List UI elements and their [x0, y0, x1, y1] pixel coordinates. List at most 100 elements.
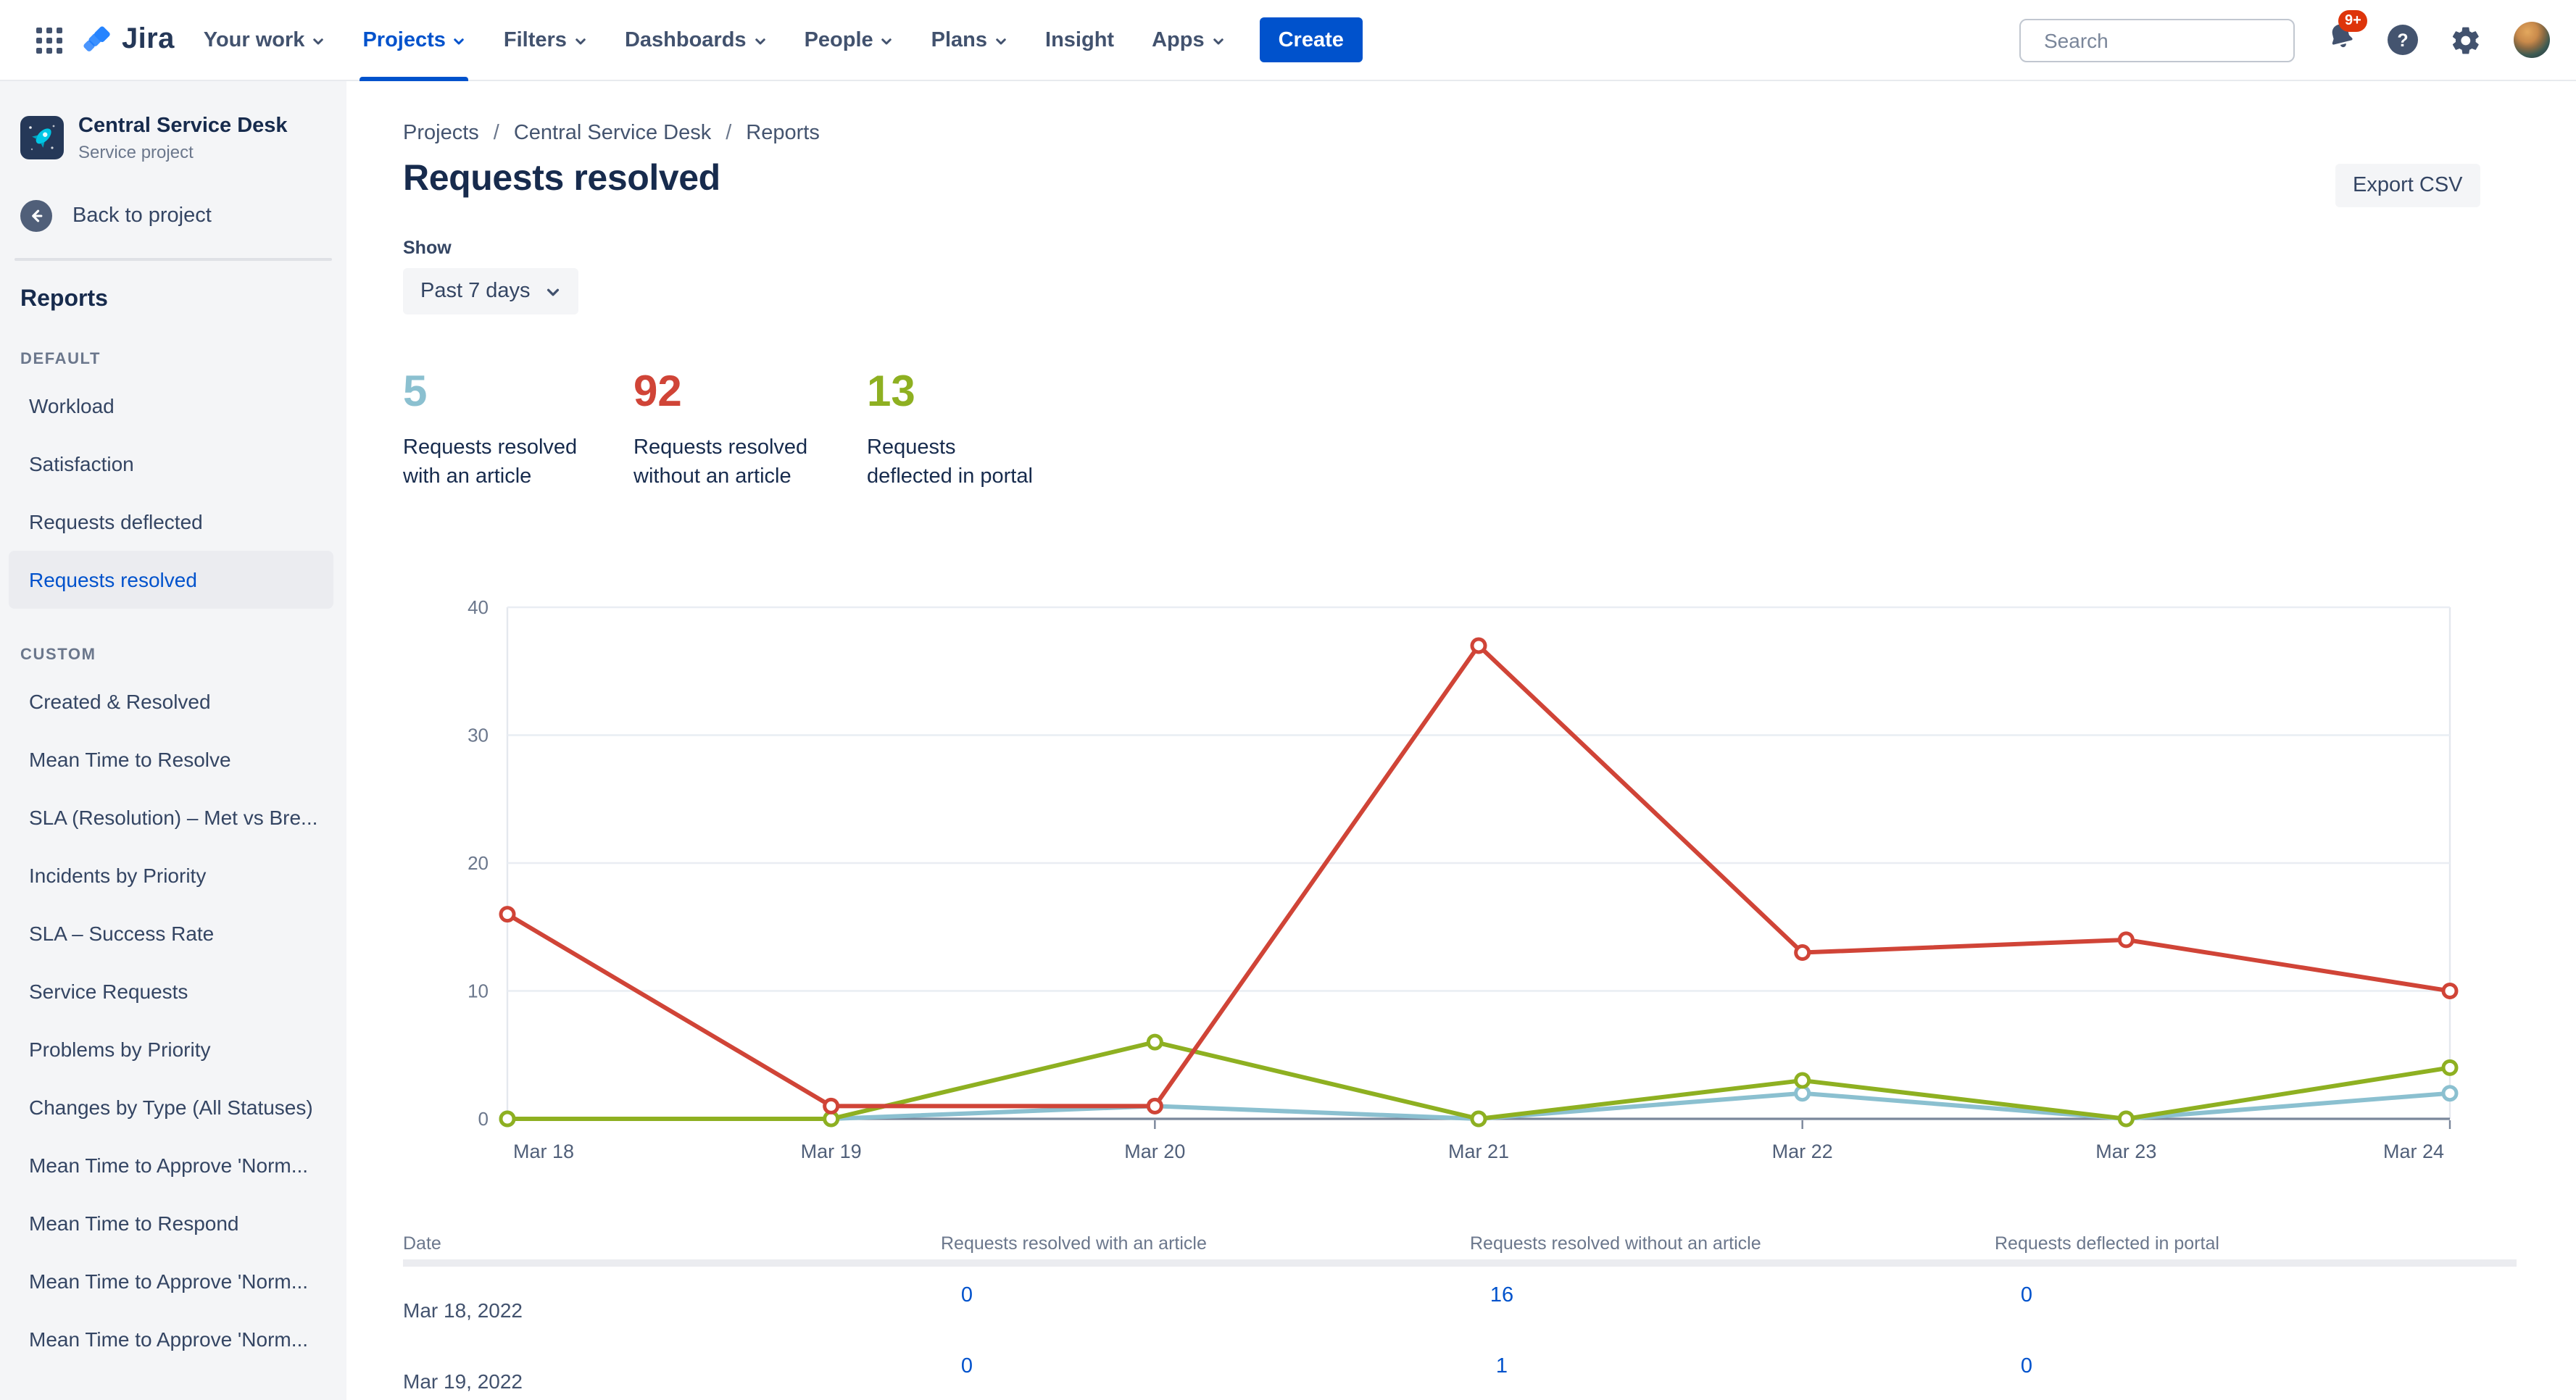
user-avatar[interactable]	[2514, 22, 2550, 58]
export-csv-button[interactable]: Export CSV	[2335, 164, 2480, 207]
table-cell-value[interactable]: 16	[1489, 1284, 1514, 1307]
breadcrumb-separator: /	[493, 122, 499, 145]
app-switcher-icon	[36, 27, 62, 53]
nav-item-insight[interactable]: Insight	[1045, 0, 1114, 80]
nav-item-label: Dashboards	[624, 28, 747, 51]
stat-value: 13	[867, 368, 915, 416]
chevron-down-icon	[996, 38, 1006, 45]
sidebar-item-incidents-by-priority[interactable]: Incidents by Priority	[29, 864, 207, 887]
back-to-project-button[interactable]: Back to project	[0, 200, 346, 232]
sidebar-item-requests-deflected[interactable]: Requests deflected	[29, 510, 203, 533]
sidebar-item-created-resolved[interactable]: Created & Resolved	[29, 690, 211, 713]
project-name: Central Service Desk	[78, 114, 288, 138]
sidebar-item-mean-time-to-approve-norm[interactable]: Mean Time to Approve 'Norm...	[29, 1328, 309, 1351]
chevron-down-icon	[313, 38, 324, 45]
chevron-down-icon	[881, 38, 892, 45]
sidebar-item-requests-resolved[interactable]: Requests resolved	[9, 551, 333, 609]
svg-text:Mar 24: Mar 24	[2383, 1141, 2444, 1162]
nav-item-label: People	[804, 28, 873, 51]
chevron-down-icon	[454, 38, 465, 45]
search-input[interactable]	[2044, 28, 2306, 51]
nav-item-dashboards[interactable]: Dashboards	[625, 0, 767, 80]
table-cell-value[interactable]: 1	[1495, 1355, 1508, 1378]
svg-text:40: 40	[468, 596, 489, 618]
nav-item-filters[interactable]: Filters	[504, 0, 587, 80]
table-cell-value[interactable]: 0	[960, 1284, 973, 1307]
table-header-requests-resolved-with-an-article: Requests resolved with an article	[941, 1233, 1207, 1254]
table-header-date: Date	[403, 1233, 441, 1254]
sidebar-item-sla-resolution-met-vs-bre[interactable]: SLA (Resolution) – Met vs Bre...	[29, 806, 318, 829]
breadcrumb-link-central-service-desk[interactable]: Central Service Desk	[513, 122, 712, 145]
sidebar-item-mean-time-to-approve-norm[interactable]: Mean Time to Approve 'Norm...	[29, 1154, 309, 1177]
nav-item-your-work[interactable]: Your work	[204, 0, 325, 80]
sidebar-item-mean-time-to-respond[interactable]: Mean Time to Respond	[29, 1212, 239, 1235]
stat-requests-deflected-in-portal: 13 Requests deflected in portal	[867, 368, 1092, 491]
sidebar-item-satisfaction[interactable]: Satisfaction	[29, 452, 134, 475]
sidebar-section-title: Reports	[20, 287, 108, 312]
create-button[interactable]: Create	[1259, 17, 1363, 62]
nav-item-plans[interactable]: Plans	[931, 0, 1007, 80]
svg-text:Mar 22: Mar 22	[1772, 1141, 1833, 1162]
page-title: Requests resolved	[403, 158, 720, 199]
sidebar-item-sla-success-rate[interactable]: SLA – Success Rate	[29, 922, 215, 945]
table-header-divider	[403, 1259, 2517, 1267]
stat-label: Requests resolved without an article	[633, 436, 808, 488]
nav-item-apps[interactable]: Apps	[1152, 0, 1225, 80]
back-label: Back to project	[72, 204, 212, 228]
table-cell-value[interactable]: 0	[960, 1355, 973, 1378]
sidebar: Central Service Desk Service project Bac…	[0, 81, 346, 1400]
table-cell-value[interactable]: 0	[2020, 1355, 2033, 1378]
breadcrumb-separator: /	[726, 122, 732, 145]
svg-text:Mar 20: Mar 20	[1124, 1141, 1185, 1162]
nav-item-people[interactable]: People	[805, 0, 894, 80]
jira-logo-icon	[83, 25, 110, 51]
sidebar-item-problems-by-priority[interactable]: Problems by Priority	[29, 1038, 211, 1061]
period-value: Past 7 days	[420, 280, 531, 303]
search-box	[2019, 18, 2306, 62]
help-button[interactable]: ?	[2388, 25, 2418, 55]
primary-nav: Your work Projects Filters Dashboards People…	[204, 0, 1225, 80]
nav-item-label: Filters	[503, 28, 567, 51]
period-dropdown[interactable]: Past 7 days	[403, 268, 578, 314]
requests-resolved-line-chart: 0 10 20 30 40 Mar 18 Mar 19 Mar 20 Mar 21 Mar 22 M…	[468, 596, 2459, 1162]
sidebar-item-service-requests[interactable]: Service Requests	[29, 980, 188, 1003]
chevron-down-icon	[547, 288, 559, 296]
report-groups: DEFAULT Workload Satisfaction Requests defl…	[0, 351, 346, 1368]
breadcrumb: Projects / Central Service Desk / Reports	[403, 122, 820, 145]
breadcrumb-link-projects[interactable]: Projects	[403, 122, 479, 145]
project-header: Central Service Desk Service project	[0, 113, 346, 162]
svg-text:0: 0	[478, 1108, 489, 1130]
project-titles: Central Service Desk Service project	[78, 113, 288, 162]
chevron-down-icon	[755, 38, 765, 45]
group-title-custom: CUSTOM	[20, 646, 96, 664]
project-type: Service project	[78, 142, 194, 162]
chevron-down-icon	[576, 38, 586, 45]
notifications-button[interactable]: 9+	[2325, 10, 2368, 59]
nav-item-label: Apps	[1152, 28, 1205, 51]
question-mark-icon: ?	[2397, 30, 2409, 50]
back-arrow-icon	[20, 200, 52, 232]
table-cell-value[interactable]: 0	[2020, 1284, 2033, 1307]
sidebar-item-workload[interactable]: Workload	[29, 394, 115, 417]
breadcrumb-link-reports[interactable]: Reports	[746, 122, 820, 145]
main-content: Projects / Central Service Desk / Reports Re…	[346, 81, 2576, 1400]
svg-text:Mar 21: Mar 21	[1448, 1141, 1509, 1162]
stat-value: 5	[403, 368, 428, 416]
stat-requests-resolved-with-an-article: 5 Requests resolved with an article	[403, 368, 628, 491]
project-avatar	[20, 116, 64, 159]
jira-logo[interactable]: Jira	[81, 23, 175, 57]
nav-item-label: Insight	[1045, 28, 1115, 51]
nav-left: Jira Your work Projects Filters Dashboards P…	[26, 0, 1363, 80]
sidebar-divider	[14, 258, 332, 261]
nav-right: 9+ ?	[2019, 10, 2550, 62]
sidebar-item-mean-time-to-resolve[interactable]: Mean Time to Resolve	[29, 748, 231, 771]
sidebar-item-changes-by-type-all-statuses[interactable]: Changes by Type (All Statuses)	[29, 1096, 313, 1119]
nav-item-projects[interactable]: Projects	[360, 0, 470, 80]
svg-text:Mar 23: Mar 23	[2095, 1141, 2156, 1162]
svg-text:Mar 18: Mar 18	[513, 1141, 574, 1162]
app-switcher-button[interactable]	[26, 17, 72, 63]
settings-button[interactable]	[2448, 22, 2483, 57]
brand-name: Jira	[122, 23, 175, 55]
sidebar-item-mean-time-to-approve-norm[interactable]: Mean Time to Approve 'Norm...	[29, 1270, 309, 1293]
